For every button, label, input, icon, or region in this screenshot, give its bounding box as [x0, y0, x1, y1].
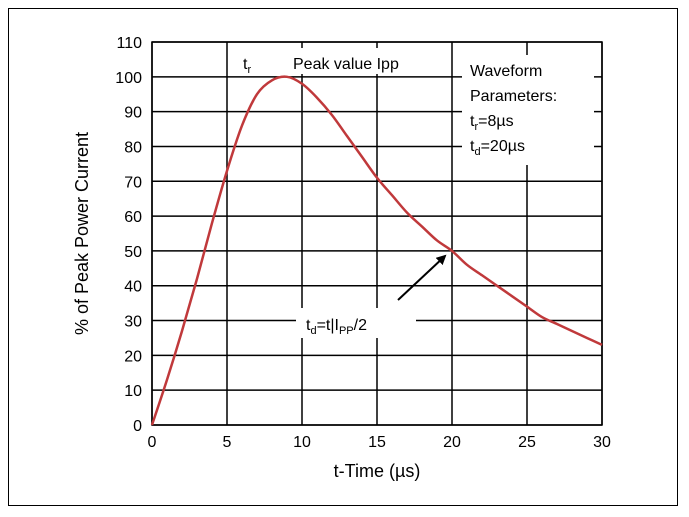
parameters-rise-time: tr=8µs [470, 113, 514, 133]
y-axis-label: % of Peak Power Current [72, 132, 92, 335]
parameters-title-line2: Parameters: [470, 88, 557, 105]
x-tick-label: 15 [368, 434, 386, 451]
y-tick-label: 90 [124, 105, 142, 122]
y-tick-label: 110 [116, 35, 142, 52]
y-tick-label: 40 [124, 279, 142, 296]
plot-area-border [151, 41, 603, 426]
x-tick-label: 10 [293, 434, 311, 451]
figure-frame [8, 8, 678, 506]
decay-time-arrow [397, 254, 447, 301]
parameters-box-background [462, 55, 594, 165]
tick-labels: 0 5 10 15 20 25 30 0 10 20 30 40 50 60 70 80 90 100 110 [115, 35, 611, 451]
y-tick-label: 30 [124, 314, 142, 331]
x-tick-label: 20 [443, 434, 461, 451]
y-tick-label: 10 [124, 383, 142, 400]
x-tick-label: 25 [518, 434, 536, 451]
peak-label-background [238, 48, 450, 74]
x-tick-label: 30 [593, 434, 611, 451]
y-tick-label: 100 [115, 70, 142, 87]
x-axis-label: t-Time (µs) [334, 461, 421, 481]
y-tick-label: 20 [124, 348, 142, 365]
parameters-title-line1: Waveform [470, 63, 542, 80]
y-tick-label: 50 [124, 244, 142, 261]
current-waveform-line [150, 75, 603, 426]
td-label-background [296, 308, 416, 338]
parameters-decay-time: td=20µs [470, 138, 525, 158]
peak-value-label: Peak value Ipp [293, 56, 399, 73]
grid-lines [151, 41, 603, 426]
y-tick-label: 70 [124, 174, 142, 191]
decay-time-label: td=t|IPP/2 [306, 317, 367, 337]
x-tick-label: 0 [148, 434, 157, 451]
x-tick-label: 5 [223, 434, 232, 451]
series-layer [150, 75, 603, 426]
y-tick-label: 0 [133, 418, 142, 435]
y-tick-label: 60 [124, 209, 142, 226]
y-tick-label: 80 [124, 139, 142, 156]
rise-time-label: tr [243, 56, 251, 76]
